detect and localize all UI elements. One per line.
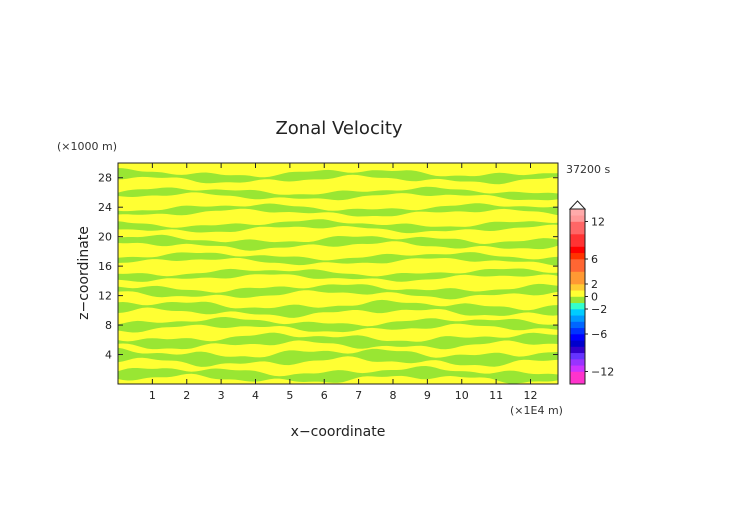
x-axis-label: x−coordinate bbox=[291, 424, 386, 440]
colorbar-swatch bbox=[570, 352, 585, 360]
colorbar-swatch bbox=[570, 215, 585, 222]
colorbar-swatch bbox=[570, 271, 585, 279]
y-axis-label: z−coordinate bbox=[76, 226, 92, 320]
colorbar-tick-label: 6 bbox=[591, 253, 598, 266]
x-unit-label: (×1E4 m) bbox=[510, 404, 563, 417]
colorbar-swatch bbox=[570, 334, 585, 341]
colorbar-swatch bbox=[570, 346, 585, 354]
x-tick-label: 4 bbox=[252, 389, 259, 402]
negative-velocity-band bbox=[118, 283, 558, 300]
x-tick-label: 10 bbox=[455, 389, 469, 402]
colorbar-tick-label: −12 bbox=[591, 366, 614, 379]
y-tick-label: 28 bbox=[98, 172, 112, 185]
colorbar-tick-label: 0 bbox=[591, 291, 598, 304]
colorbar-swatch bbox=[570, 284, 585, 291]
x-tick-label: 5 bbox=[286, 389, 293, 402]
negative-velocity-band bbox=[118, 186, 558, 201]
negative-velocity-band bbox=[118, 317, 558, 333]
colorbar-swatch bbox=[570, 371, 585, 379]
colorbar-swatch bbox=[570, 377, 585, 385]
x-tick-label: 6 bbox=[321, 389, 328, 402]
colorbar-swatch bbox=[570, 359, 585, 366]
x-tick-label: 8 bbox=[390, 389, 397, 402]
negative-velocity-band bbox=[118, 268, 558, 282]
colorbar-swatch bbox=[570, 234, 585, 241]
colorbar-swatch bbox=[570, 302, 585, 310]
colorbar-swatch bbox=[570, 259, 585, 266]
x-axis: 1 2 3 4 5 6 7 8 9 10 11 12 bbox=[149, 163, 538, 402]
colorbar-swatch bbox=[570, 321, 585, 329]
x-tick-label: 9 bbox=[424, 389, 431, 402]
colorbar-swatch bbox=[570, 277, 585, 285]
colorbar-extend-arrow bbox=[568, 200, 587, 210]
negative-velocity-band bbox=[118, 219, 558, 234]
x-tick-label: 7 bbox=[355, 389, 362, 402]
colorbar-swatch bbox=[570, 327, 585, 335]
y-unit-label: (×1000 m) bbox=[57, 140, 117, 153]
time-label: 37200 s bbox=[566, 163, 610, 176]
negative-velocity-band bbox=[118, 366, 558, 384]
y-tick-label: 20 bbox=[98, 231, 112, 244]
x-tick-label: 11 bbox=[489, 389, 503, 402]
negative-velocity-band bbox=[118, 332, 558, 350]
colorbar-swatch bbox=[570, 227, 585, 235]
colorbar-tick-label: −2 bbox=[591, 303, 607, 316]
colorbar-swatch bbox=[570, 315, 585, 322]
negative-velocity-band bbox=[118, 299, 558, 318]
negative-velocity-band bbox=[118, 347, 558, 367]
velocity-field bbox=[118, 163, 558, 384]
colorbar-swatch bbox=[570, 209, 585, 216]
colorbar-tick-label: 2 bbox=[591, 278, 598, 291]
y-tick-label: 16 bbox=[98, 260, 112, 273]
colorbar-swatch bbox=[570, 309, 585, 316]
colorbar-swatch bbox=[570, 240, 585, 247]
x-tick-label: 2 bbox=[183, 389, 190, 402]
plot-frame bbox=[117, 162, 559, 385]
colorbar-tick-label: −6 bbox=[591, 328, 607, 341]
colorbar: −12 −6 −202 6 12 bbox=[568, 200, 614, 385]
colorbar-swatch bbox=[570, 296, 585, 304]
y-axis: 4 8 12 16 20 24 28 bbox=[98, 172, 558, 362]
negative-velocity-band bbox=[118, 168, 558, 185]
y-tick-label: 8 bbox=[105, 319, 112, 332]
x-tick-label: 1 bbox=[149, 389, 156, 402]
negative-velocity-band bbox=[118, 234, 558, 251]
y-tick-label: 12 bbox=[98, 290, 112, 303]
colorbar-swatch bbox=[570, 246, 585, 254]
x-tick-label: 3 bbox=[218, 389, 225, 402]
negative-velocity-band bbox=[118, 252, 558, 266]
negative-velocity-band bbox=[118, 203, 558, 217]
colorbar-tick-label: 12 bbox=[591, 216, 605, 229]
colorbar-swatch bbox=[570, 265, 585, 272]
x-tick-label: 12 bbox=[524, 389, 538, 402]
colorbar-swatch bbox=[570, 221, 585, 229]
y-tick-label: 24 bbox=[98, 201, 112, 214]
colorbar-swatch bbox=[570, 252, 585, 260]
y-tick-label: 4 bbox=[105, 349, 112, 362]
colorbar-swatch bbox=[570, 340, 585, 347]
colorbar-swatch bbox=[570, 365, 585, 372]
chart-title: Zonal Velocity bbox=[275, 118, 402, 139]
colorbar-swatch bbox=[570, 290, 585, 297]
